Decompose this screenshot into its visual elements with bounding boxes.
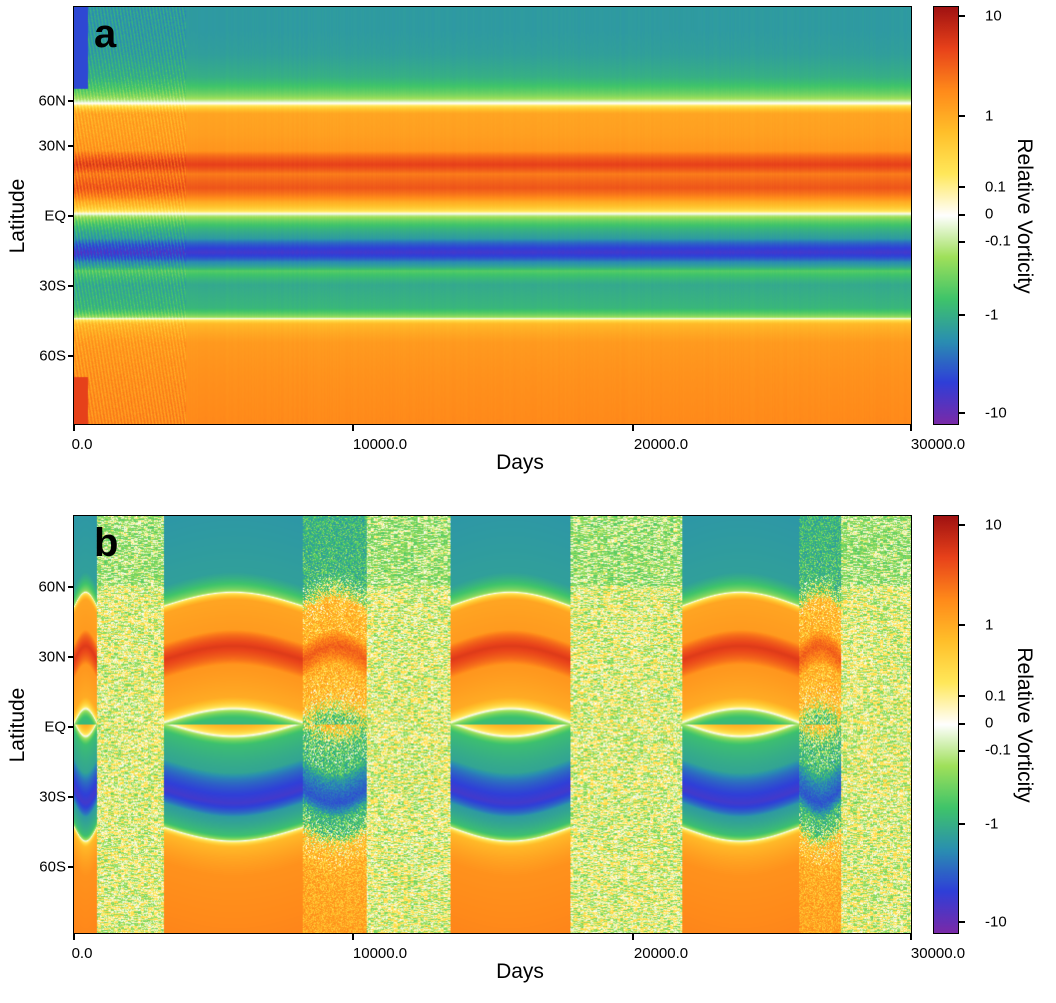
y-tick-label: EQ: [44, 719, 66, 736]
x-tick-label: 10000.0: [353, 945, 407, 962]
colorbar-tick-label: 1: [985, 617, 993, 634]
x-axis-label: Days: [470, 960, 570, 984]
panel-b: b 60N 30N EQ 30S 60S 0.0 10000.0 20000.0…: [0, 509, 1056, 1003]
colorbar-canvas: [934, 7, 958, 424]
y-tick-label: 30N: [38, 649, 66, 666]
y-tick-label: 60S: [39, 859, 66, 876]
heatmap-plot-area: [73, 6, 912, 425]
colorbar-tick-label: -0.1: [985, 233, 1011, 250]
colorbar-tick-label: 0.1: [985, 179, 1006, 196]
heatmap-canvas: [74, 7, 911, 424]
colorbar-tick-mark: [959, 115, 965, 117]
colorbar-tick-mark: [959, 314, 965, 316]
colorbar-label: Relative Vorticity: [1012, 138, 1036, 293]
heatmap-plot-area: [73, 515, 912, 934]
x-tick-mark: [910, 934, 912, 940]
y-tick-label: 60S: [39, 348, 66, 365]
x-tick-mark: [352, 934, 354, 940]
x-tick-label: 0.0: [72, 436, 93, 453]
colorbar-tick-label: -1: [985, 816, 998, 833]
x-tick-label: 30000.0: [911, 945, 965, 962]
colorbar-canvas: [934, 516, 958, 933]
colorbar-tick-mark: [959, 186, 965, 188]
colorbar-tick-mark: [959, 214, 965, 216]
colorbar-tick-label: 10: [985, 517, 1002, 534]
colorbar-label: Relative Vorticity: [1012, 647, 1036, 802]
y-tick-mark: [68, 866, 74, 868]
y-tick-mark: [68, 285, 74, 287]
x-axis-label: Days: [470, 451, 570, 475]
colorbar-tick-label: -10: [985, 405, 1007, 422]
panel-label: a: [94, 14, 116, 54]
colorbar-tick-mark: [959, 823, 965, 825]
colorbar-tick-mark: [959, 750, 965, 752]
colorbar-tick-mark: [959, 241, 965, 243]
x-tick-mark: [73, 934, 75, 940]
y-tick-mark: [68, 726, 74, 728]
colorbar-tick-label: -0.1: [985, 742, 1011, 759]
x-tick-label: 20000.0: [634, 945, 688, 962]
colorbar: [933, 6, 959, 425]
y-axis-label: Latitude: [6, 179, 30, 254]
x-tick-mark: [910, 425, 912, 431]
y-tick-label: 30S: [39, 278, 66, 295]
colorbar-tick-mark: [959, 412, 965, 414]
colorbar-tick-label: 0.1: [985, 688, 1006, 705]
x-tick-mark: [73, 425, 75, 431]
x-tick-mark: [352, 425, 354, 431]
y-axis-label: Latitude: [6, 688, 30, 763]
y-tick-mark: [68, 215, 74, 217]
x-tick-mark: [632, 934, 634, 940]
y-tick-mark: [68, 586, 74, 588]
y-tick-label: 30S: [39, 789, 66, 806]
y-tick-mark: [68, 145, 74, 147]
y-tick-mark: [68, 656, 74, 658]
y-tick-label: 30N: [38, 138, 66, 155]
y-tick-label: 60N: [38, 579, 66, 596]
colorbar-tick-mark: [959, 695, 965, 697]
heatmap-canvas: [74, 516, 911, 933]
colorbar-tick-label: 0: [985, 206, 993, 223]
y-tick-mark: [68, 100, 74, 102]
colorbar-tick-mark: [959, 723, 965, 725]
panel-label: b: [94, 523, 118, 563]
colorbar-tick-label: 10: [985, 8, 1002, 25]
x-tick-mark: [632, 425, 634, 431]
x-tick-label: 0.0: [72, 945, 93, 962]
colorbar-tick-label: -1: [985, 307, 998, 324]
y-tick-label: 60N: [38, 93, 66, 110]
colorbar-tick-label: 1: [985, 108, 993, 125]
colorbar: [933, 515, 959, 934]
x-tick-label: 20000.0: [634, 436, 688, 453]
colorbar-tick-mark: [959, 624, 965, 626]
y-tick-label: EQ: [44, 208, 66, 225]
colorbar-tick-label: -10: [985, 914, 1007, 931]
y-tick-mark: [68, 796, 74, 798]
colorbar-tick-mark: [959, 921, 965, 923]
panel-a: a 60N 30N EQ 30S 60S 0.0 10000.0 20000.0…: [0, 0, 1056, 494]
colorbar-tick-label: 0: [985, 715, 993, 732]
colorbar-tick-mark: [959, 524, 965, 526]
colorbar-tick-mark: [959, 15, 965, 17]
x-tick-label: 30000.0: [911, 436, 965, 453]
x-tick-label: 10000.0: [353, 436, 407, 453]
y-tick-mark: [68, 355, 74, 357]
